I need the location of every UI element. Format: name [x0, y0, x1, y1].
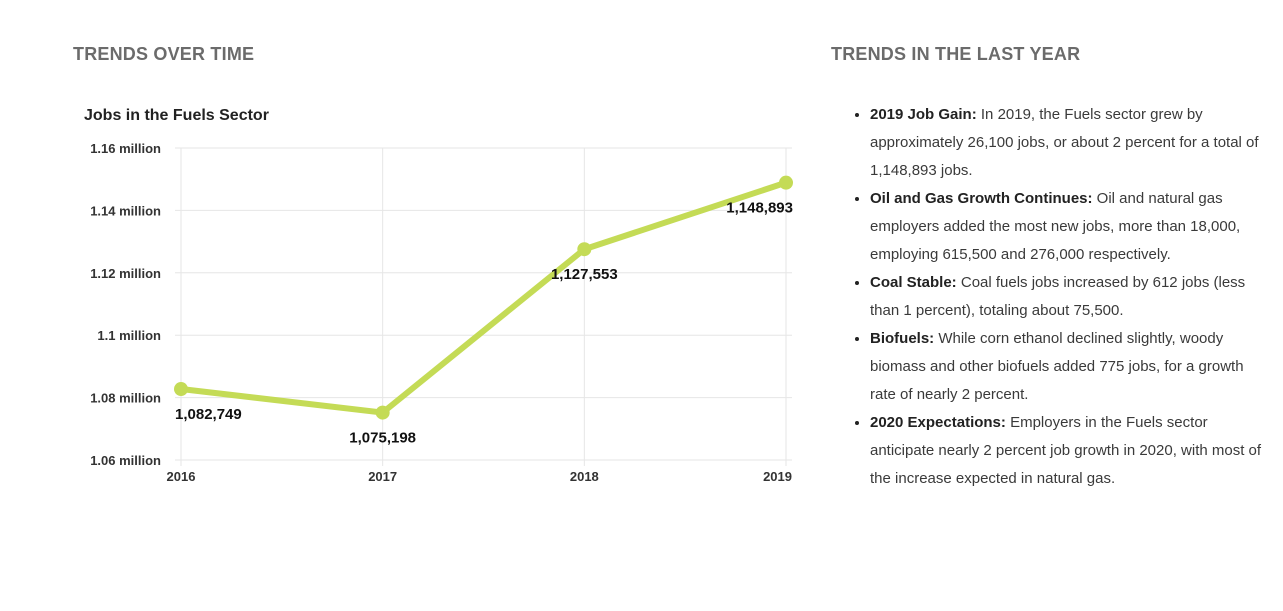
- bullet-text: Oil and natural gas employers added the …: [870, 190, 1241, 263]
- y-tick-label: 1.08 million: [90, 391, 161, 406]
- trend-bullet-list: 2019 Job Gain: In 2019, the Fuels sector…: [840, 101, 1265, 493]
- bullet-text: Coal fuels jobs increased by 612 jobs (l…: [870, 274, 1246, 319]
- bullet-item-oil-gas: Oil and Gas Growth Continues: Oil and na…: [870, 185, 1265, 269]
- data-label: 1,075,198: [349, 430, 416, 447]
- bullet-item-coal: Coal Stable: Coal fuels jobs increased b…: [870, 269, 1265, 325]
- bullet-title: Biofuels:: [870, 330, 935, 347]
- trends-last-year-heading: TRENDS IN THE LAST YEAR: [831, 44, 1081, 64]
- x-tick-label: 2017: [368, 469, 397, 484]
- bullet-item-biofuels: Biofuels: While corn ethanol declined sl…: [870, 325, 1265, 409]
- x-tick-label: 2018: [570, 469, 599, 484]
- chart-title: Jobs in the Fuels Sector: [84, 107, 269, 124]
- chart-data-labels: 1,082,749 1,075,198 1,127,553 1,148,893: [175, 200, 793, 447]
- chart-grid: [175, 147, 792, 466]
- x-tick-label: 2016: [167, 469, 196, 484]
- data-label: 1,148,893: [726, 200, 793, 217]
- data-label: 1,127,553: [551, 266, 618, 283]
- x-tick-label: 2019: [763, 469, 792, 484]
- bullet-title: 2019 Job Gain:: [870, 106, 977, 123]
- bullet-title: Coal Stable:: [870, 274, 957, 291]
- bullet-title: 2020 Expectations:: [870, 414, 1006, 431]
- bullet-item-job-gain: 2019 Job Gain: In 2019, the Fuels sector…: [870, 101, 1265, 185]
- bullet-text: Employers in the Fuels sector anticipate…: [870, 414, 1262, 487]
- chart-axes: 1.06 million 1.08 million 1.1 million 1.12 …: [90, 141, 792, 484]
- y-tick-label: 1.14 million: [90, 203, 161, 218]
- bullet-title: Oil and Gas Growth Continues:: [870, 190, 1093, 207]
- bullet-text: In 2019, the Fuels sector grew by approx…: [870, 106, 1259, 179]
- y-tick-label: 1.1 million: [97, 328, 161, 343]
- data-point: [779, 175, 793, 190]
- bullet-item-2020-expectations: 2020 Expectations: Employers in the Fuel…: [870, 409, 1265, 493]
- y-tick-label: 1.16 million: [90, 141, 161, 156]
- jobs-line-chart: 1.06 million 1.08 million 1.1 million 1.12 …: [90, 141, 793, 484]
- data-point: [375, 405, 390, 420]
- series-line: [178, 179, 789, 416]
- data-point: [174, 382, 188, 397]
- y-tick-label: 1.12 million: [90, 266, 161, 281]
- y-tick-label: 1.06 million: [90, 453, 161, 468]
- bullet-text: While corn ethanol declined slightly, wo…: [870, 330, 1244, 403]
- data-label: 1,082,749: [175, 406, 242, 423]
- chart-series: [174, 175, 793, 420]
- data-point: [577, 242, 592, 257]
- trends-over-time-heading: TRENDS OVER TIME: [73, 44, 255, 64]
